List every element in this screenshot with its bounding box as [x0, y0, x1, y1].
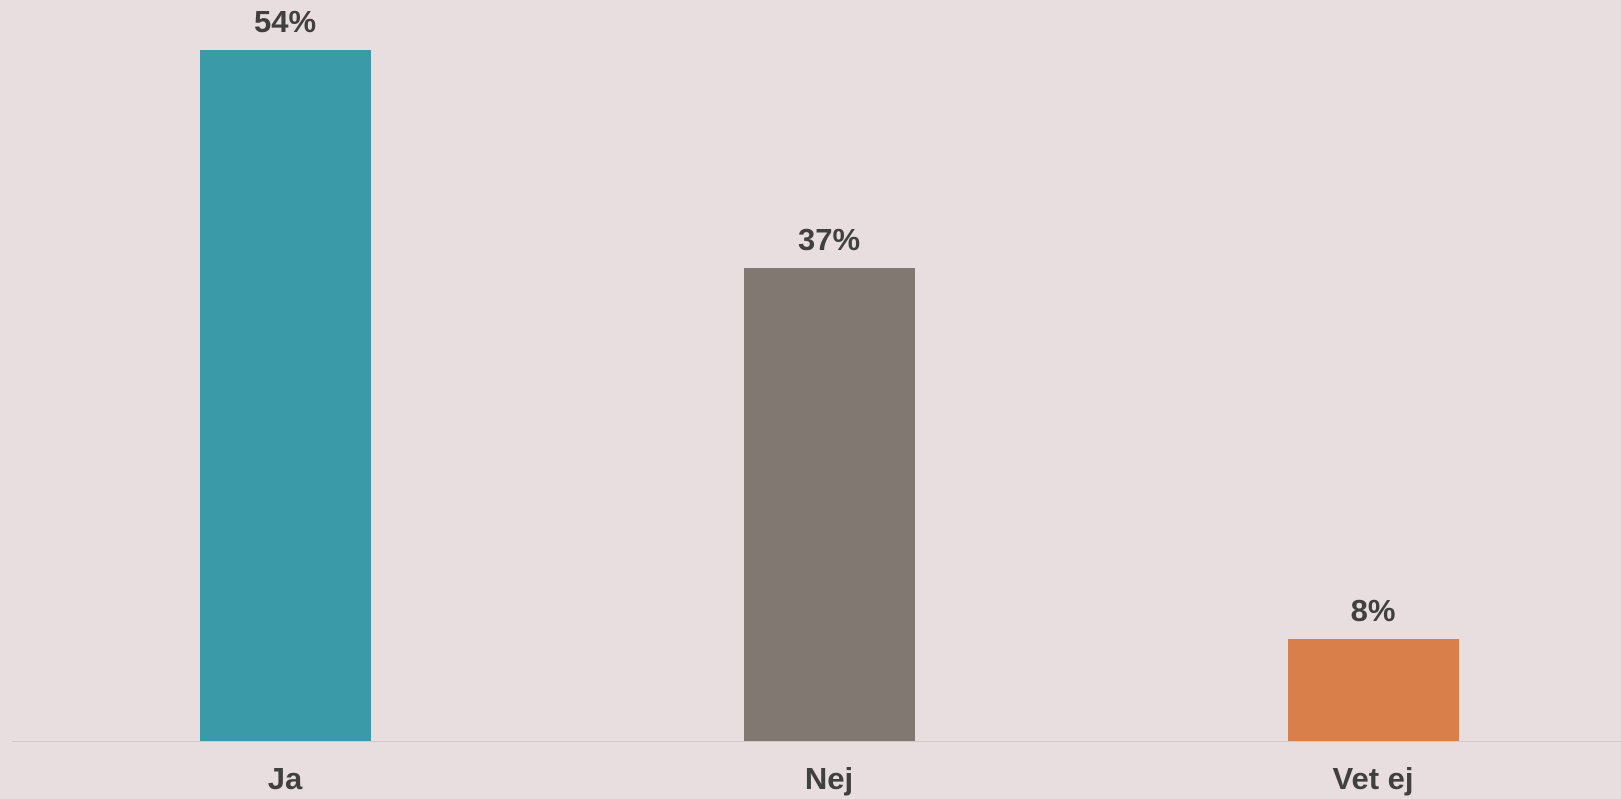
x-tick-label: Nej [804, 761, 854, 796]
x-tick-label: Ja [267, 761, 303, 796]
data-label: 37% [797, 221, 861, 257]
bar-vet-ej [1287, 638, 1459, 741]
bar-nej [743, 267, 915, 741]
bar-ja [199, 50, 371, 741]
x-axis-line [12, 741, 1621, 742]
data-label: 54% [253, 4, 317, 39]
x-tick-label: Vet ej [1332, 761, 1414, 796]
data-label: 8% [1350, 592, 1396, 628]
